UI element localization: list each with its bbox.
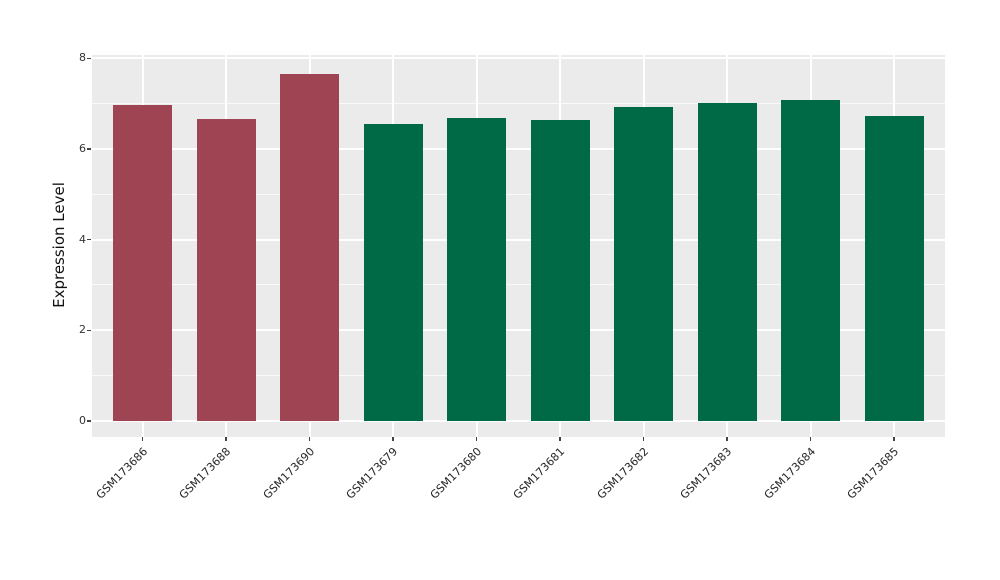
y-axis-title: Expression Level [50,119,68,308]
x-tick-label-text: GSM173683 [677,445,735,502]
bar-GSM173688 [196,118,256,421]
y-tick-label-8: 8 [79,51,86,65]
x-tick-mark-GSM173682 [642,437,645,441]
bar-GSM173685 [864,116,924,421]
bar-GSM173682 [614,107,673,421]
x-tick-label-text: GSM173690 [260,445,317,502]
gridline-major-y-0 [92,420,945,422]
gridline-minor-y-1 [92,375,945,377]
bar-GSM173684 [781,100,840,421]
gridline-minor-y-5 [92,193,945,195]
y-tick-mark-6 [87,148,91,150]
y-tick-mark-8 [87,57,91,59]
plot-panel [92,55,945,437]
y-tick-label-2: 2 [79,323,86,337]
bar-GSM173683 [697,103,757,421]
bar-GSM173681 [530,120,590,421]
y-tick-label-4: 4 [79,232,86,246]
y-tick-label-6: 6 [79,141,86,155]
bar-GSM173679 [363,123,423,421]
x-tick-mark-GSM173686 [141,437,144,441]
y-tick-mark-0 [87,420,91,422]
gridline-minor-y-7 [92,103,945,105]
x-tick-mark-GSM173684 [809,437,812,441]
gridline-major-y-6 [92,147,945,150]
x-tick-label-text: GSM173682 [594,445,651,502]
x-tick-mark-GSM173681 [559,437,561,441]
x-tick-mark-GSM173688 [225,437,227,441]
x-tick-label-text: GSM173679 [343,445,401,502]
x-tick-label-text: GSM173686 [93,445,150,502]
x-tick-label-text: GSM173684 [761,445,818,502]
gridline-major-y-2 [92,329,945,332]
x-tick-label-text: GSM173681 [510,445,568,502]
y-tick-mark-2 [87,329,91,331]
x-tick-mark-GSM173683 [726,437,728,441]
x-tick-label-text: GSM173685 [844,445,902,502]
x-tick-mark-GSM173685 [893,437,895,441]
bar-GSM173690 [280,74,339,421]
x-tick-mark-GSM173690 [308,437,311,441]
gridline-major-y-8 [92,57,945,60]
y-tick-label-0: 0 [79,414,86,427]
gridline-minor-y-3 [92,284,945,286]
bar-GSM173686 [113,104,172,421]
y-tick-mark-4 [87,238,91,241]
x-tick-label-text: GSM173680 [427,445,484,502]
gridline-major-y-4 [92,238,945,241]
x-tick-label-text: GSM173688 [176,445,234,502]
bar-GSM173680 [447,118,506,421]
x-tick-mark-GSM173679 [392,437,394,441]
x-tick-mark-GSM173680 [475,437,478,441]
